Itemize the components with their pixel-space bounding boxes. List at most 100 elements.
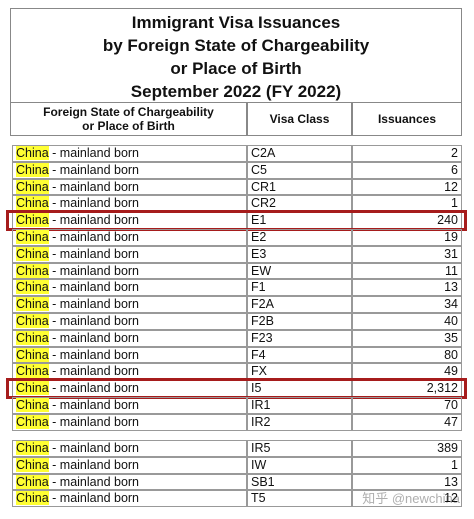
visa-class-cell: C2A <box>247 145 352 162</box>
place-cell: China - mainland born <box>12 490 247 508</box>
issuances: 1 <box>451 457 458 472</box>
place-suffix: - mainland born <box>52 280 140 295</box>
visa-class-cell: EW <box>247 262 352 280</box>
country: China <box>16 314 49 328</box>
issuances-cell: 389 <box>352 440 462 457</box>
visa-class-cell: F2A <box>247 296 352 313</box>
issuances-cell: 12 <box>352 490 462 508</box>
highlight-box <box>6 210 467 231</box>
country: China <box>16 230 49 244</box>
place-cell: China - mainland born <box>12 279 247 297</box>
visa-class: F1 <box>251 280 266 295</box>
issuances-cell: 34 <box>352 296 462 313</box>
issuances-cell: 31 <box>352 245 462 263</box>
place-suffix: - mainland born <box>52 457 140 472</box>
visa-class-cell: F23 <box>247 329 352 347</box>
visa-class: E2 <box>251 230 267 244</box>
country: China <box>16 398 49 412</box>
title-block: Immigrant Visa Issuances by Foreign State… <box>10 8 462 102</box>
place-suffix: - mainland born <box>52 381 140 396</box>
title-line: or Place of Birth <box>170 59 302 78</box>
place-suffix: - mainland born <box>52 146 140 160</box>
issuances-cell: 70 <box>352 397 462 414</box>
visa-class: E3 <box>251 246 267 261</box>
title-line: September 2022 (FY 2022) <box>130 82 342 101</box>
visa-class: E1 <box>251 213 267 228</box>
title-line: by Foreign State of Chargeability <box>102 36 370 55</box>
country: China <box>16 441 49 455</box>
visa-class-cell: C5 <box>247 161 352 179</box>
country: China <box>16 491 49 506</box>
issuances: 6 <box>451 162 458 177</box>
place-cell: China - mainland born <box>12 363 247 381</box>
visa-class: C5 <box>251 162 267 177</box>
visa-class-cell: E2 <box>247 229 352 246</box>
visa-class-cell: IR5 <box>247 440 352 457</box>
country: China <box>16 213 49 228</box>
country: China <box>16 146 49 160</box>
place-cell: China - mainland born <box>12 161 247 179</box>
visa-class-cell: F2B <box>247 313 352 330</box>
visa-class: F23 <box>251 330 273 345</box>
issuances: 2 <box>451 146 458 160</box>
issuances: 2,312 <box>426 381 458 396</box>
country: China <box>16 330 49 345</box>
issuances: 49 <box>444 364 458 379</box>
issuances: 35 <box>444 330 458 345</box>
country: China <box>16 246 49 261</box>
place-cell: China - mainland born <box>12 313 247 330</box>
country: China <box>16 179 49 194</box>
place-suffix: - mainland born <box>52 347 140 362</box>
issuances: 31 <box>444 246 458 261</box>
header-text: Foreign State of Chargeability <box>43 105 214 119</box>
country: China <box>16 364 49 379</box>
place-suffix: - mainland born <box>52 474 140 489</box>
visa-class: FX <box>251 364 267 379</box>
place-suffix: - mainland born <box>52 364 140 379</box>
place-suffix: - mainland born <box>52 491 140 506</box>
place-suffix: - mainland born <box>52 230 140 244</box>
visa-class-cell: F4 <box>247 346 352 364</box>
place-suffix: - mainland born <box>52 263 140 278</box>
issuances-cell: 12 <box>352 178 462 196</box>
visa-class-cell: IR1 <box>247 397 352 414</box>
country: China <box>16 457 49 472</box>
issuances-cell: 80 <box>352 346 462 364</box>
visa-class: I5 <box>251 381 262 396</box>
issuances: 47 <box>444 414 458 429</box>
place-cell: China - mainland born <box>12 413 247 431</box>
issuances: 19 <box>444 230 458 244</box>
visa-class: CR2 <box>251 196 277 211</box>
country: China <box>16 280 49 295</box>
place-cell: China - mainland born <box>12 397 247 414</box>
visa-class: F2A <box>251 297 274 312</box>
place-suffix: - mainland born <box>52 213 140 228</box>
issuances-cell: 13 <box>352 279 462 297</box>
issuances-cell: 1 <box>352 456 462 474</box>
visa-class: IR5 <box>251 441 271 455</box>
place-cell: China - mainland born <box>12 456 247 474</box>
place-cell: China - mainland born <box>12 245 247 263</box>
title-line: Immigrant Visa Issuances <box>131 13 341 32</box>
country: China <box>16 196 49 211</box>
issuances-cell: 35 <box>352 329 462 347</box>
place-cell: China - mainland born <box>12 229 247 246</box>
visa-class: EW <box>251 263 272 278</box>
place-suffix: - mainland born <box>52 441 140 455</box>
visa-class: IR2 <box>251 414 271 429</box>
place-cell: China - mainland born <box>12 145 247 162</box>
visa-class-cell: T5 <box>247 490 352 508</box>
place-cell: China - mainland born <box>12 262 247 280</box>
issuances-cell: 11 <box>352 262 462 280</box>
country: China <box>16 297 49 312</box>
issuances: 40 <box>444 314 458 328</box>
place-cell: China - mainland born <box>12 296 247 313</box>
header-text: Issuances <box>377 112 437 126</box>
visa-class-cell: IW <box>247 456 352 474</box>
visa-class: C2A <box>251 146 276 160</box>
visa-class: F4 <box>251 347 266 362</box>
place-suffix: - mainland born <box>52 398 140 412</box>
issuances-cell: 19 <box>352 229 462 246</box>
place-cell: China - mainland born <box>12 329 247 347</box>
visa-class-cell: E3 <box>247 245 352 263</box>
